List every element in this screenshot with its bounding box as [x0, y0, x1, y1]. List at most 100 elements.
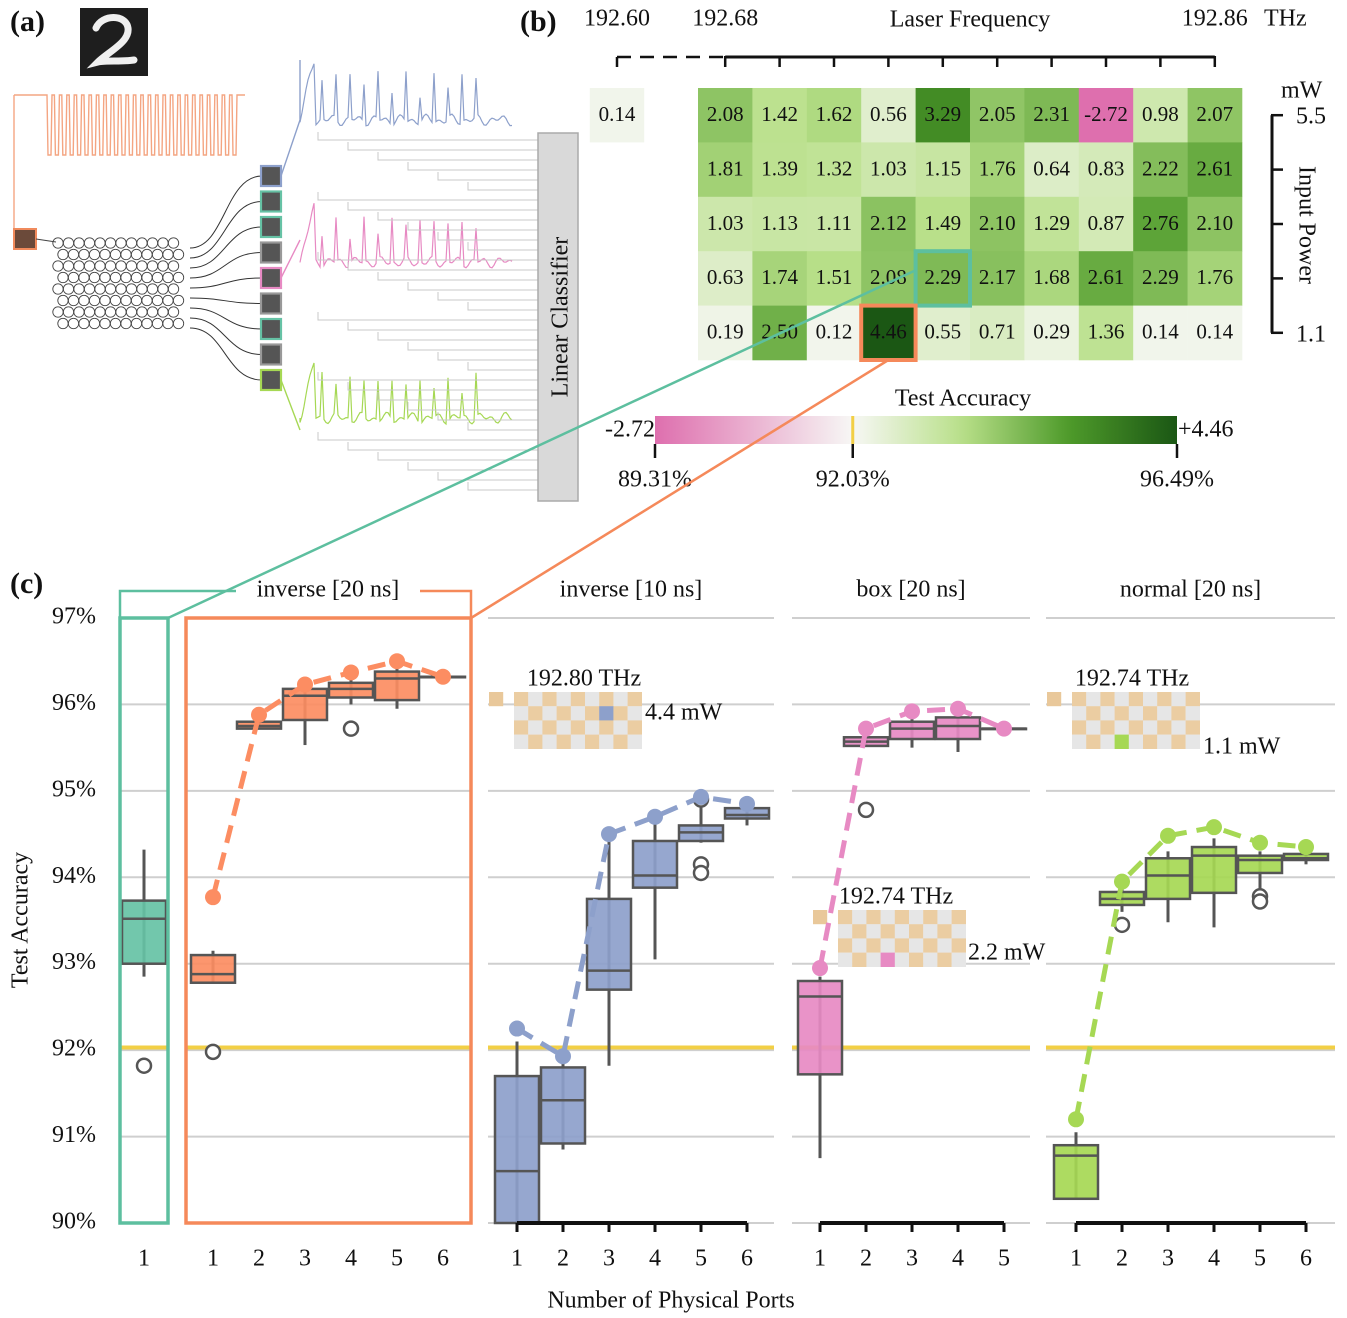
inset-cell: [542, 735, 556, 749]
inset-cell: [571, 735, 585, 749]
outlier: [137, 1059, 151, 1073]
box: [1192, 847, 1236, 893]
y-tick-label: 92%: [52, 1036, 96, 1062]
inset-cell: [585, 720, 599, 734]
waveguide: [190, 308, 262, 329]
reservoir-node: [58, 272, 68, 282]
inset-cell: [557, 720, 571, 734]
waveguide: [190, 227, 262, 268]
y-tick-label: 5.5: [1296, 104, 1326, 130]
inset-cell: [838, 924, 852, 938]
inset-cell: [1143, 692, 1157, 706]
outlier: [1253, 894, 1267, 908]
best-point: [555, 1048, 571, 1064]
inset-cell: [599, 692, 613, 706]
reservoir-node: [131, 272, 141, 282]
signal-trace: [300, 363, 512, 424]
reservoir-node: [95, 284, 105, 294]
inset-cell: [557, 706, 571, 720]
inset-port: [1047, 692, 1061, 706]
readout-line: [408, 402, 538, 410]
inset-cell: [1100, 735, 1114, 749]
reservoir-node: [137, 307, 147, 317]
inset-frequency: 192.74 THz: [1075, 666, 1189, 692]
inset-cell: [881, 910, 895, 924]
reservoir-node: [74, 284, 84, 294]
inset-cell: [952, 910, 966, 924]
inset-cell: [909, 910, 923, 924]
inset-cell: [1157, 692, 1171, 706]
reservoir-node: [68, 272, 78, 282]
inset-cell: [852, 938, 866, 952]
inset-cell: [881, 953, 895, 967]
best-point: [509, 1021, 525, 1037]
inset-cell: [557, 735, 571, 749]
readout-line: [408, 342, 538, 350]
readout-line: [378, 272, 538, 280]
best-point: [858, 721, 874, 737]
x-tick-label: 6: [437, 1246, 449, 1272]
best-point: [647, 809, 663, 825]
y-unit: mW: [1281, 78, 1323, 104]
waveguide: [190, 328, 262, 380]
reservoir-node: [74, 238, 84, 248]
inset-cell: [1115, 692, 1129, 706]
output-port: [261, 294, 281, 314]
best-point: [950, 701, 966, 717]
x-tick-label: 1: [207, 1246, 219, 1272]
x-tick-label: 3: [1162, 1246, 1174, 1272]
inset-cell: [1171, 692, 1185, 706]
reservoir-node: [89, 295, 99, 305]
inset-cell: [599, 735, 613, 749]
inset-cell: [585, 735, 599, 749]
reservoir-node: [53, 307, 63, 317]
inset-cell: [937, 938, 951, 952]
readout-line: [318, 432, 538, 440]
reservoir-node: [137, 238, 147, 248]
readout-line: [438, 472, 538, 480]
reservoir-node: [163, 249, 173, 259]
inset-cell: [1086, 735, 1100, 749]
x-tick-label: 1: [1070, 1246, 1082, 1272]
reservoir-node: [173, 318, 183, 328]
cell-label: 0.64: [1033, 156, 1070, 180]
x-tick-label: 192.68: [692, 6, 758, 32]
cell-label: 1.76: [979, 156, 1016, 180]
reservoir-node: [173, 295, 183, 305]
reservoir-node: [173, 272, 183, 282]
inset-cell: [852, 953, 866, 967]
outlier: [694, 866, 708, 880]
inset-cell: [542, 706, 556, 720]
cell-label: 1.29: [1033, 211, 1070, 235]
cell-label: 2.10: [1196, 211, 1233, 235]
reservoir-node: [158, 238, 168, 248]
reservoir-node: [126, 261, 136, 271]
y-tick-label: 93%: [52, 949, 96, 975]
readout-line: [468, 362, 538, 370]
input-port: [14, 229, 36, 249]
readout-line: [318, 192, 538, 200]
reservoir-node: [110, 295, 120, 305]
cell-label: 0.55: [924, 320, 961, 344]
readout-line: [468, 242, 538, 250]
reservoir-node: [147, 307, 157, 317]
x-tick-label: 5: [1254, 1246, 1266, 1272]
reservoir-node: [137, 284, 147, 294]
reservoir-node: [68, 295, 78, 305]
inset-cell: [1129, 692, 1143, 706]
inset-cell: [1143, 706, 1157, 720]
reservoir-node: [58, 249, 68, 259]
inset-cell: [866, 924, 880, 938]
y-tick-label: 97%: [52, 604, 96, 630]
x-tick-label: 2: [253, 1246, 265, 1272]
inset-cell: [852, 924, 866, 938]
inset-cell: [571, 692, 585, 706]
reservoir-node: [105, 261, 115, 271]
inset-cell: [557, 692, 571, 706]
inset-cell: [1072, 692, 1086, 706]
x-tick-label: 4: [649, 1246, 661, 1272]
inset-port: [489, 692, 503, 706]
reservoir-node: [79, 249, 89, 259]
reservoir-node: [110, 318, 120, 328]
readout-line: [408, 282, 538, 290]
